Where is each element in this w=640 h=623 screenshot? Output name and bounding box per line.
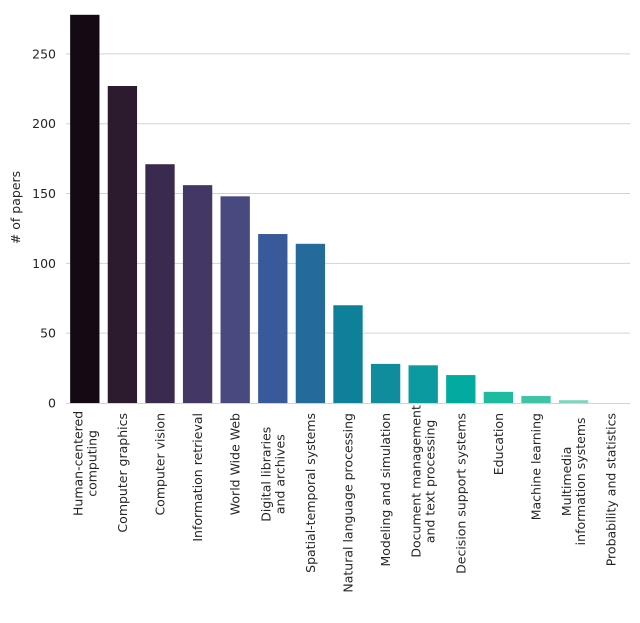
x-tick-label: Natural language processing xyxy=(341,413,356,593)
y-tick-label: 200 xyxy=(32,116,56,131)
bar xyxy=(521,396,551,403)
bar xyxy=(483,391,514,403)
x-tick-label: Information retrieval xyxy=(190,413,205,542)
bar xyxy=(333,305,363,403)
y-axis-label: # of papers xyxy=(8,171,23,244)
bar xyxy=(145,164,175,403)
bar xyxy=(107,86,138,403)
bar xyxy=(182,185,213,403)
x-tick-label: Human-centeredcomputing xyxy=(70,411,99,516)
bar xyxy=(258,234,288,403)
y-tick-label: 0 xyxy=(48,396,56,411)
x-tick-labels: Human-centeredcomputing Computer graphics… xyxy=(70,405,618,593)
bar xyxy=(220,196,250,403)
x-tick-label: Modeling and simulation xyxy=(378,413,393,567)
x-tick-label: Decision support systems xyxy=(453,413,468,574)
x-tick-label: Computer graphics xyxy=(115,413,130,533)
x-tick-label: Document managementand text processing xyxy=(409,405,438,558)
x-tick-label: Probability and statistics xyxy=(604,413,619,566)
bar xyxy=(446,375,476,403)
x-tick-label: Multimediainformation systems xyxy=(559,417,588,545)
y-tick-label: 100 xyxy=(32,256,56,271)
bar xyxy=(370,363,401,403)
x-tick-label: World Wide Web xyxy=(228,413,243,515)
bars xyxy=(70,14,589,404)
bar xyxy=(295,243,326,403)
y-tick-label: 50 xyxy=(40,326,56,341)
x-tick-label: Digital librariesand archives xyxy=(258,427,287,522)
y-tick-label: 250 xyxy=(32,46,56,61)
y-tick-label: 150 xyxy=(32,186,56,201)
bar xyxy=(70,14,100,404)
x-tick-label: Computer vision xyxy=(153,413,168,516)
x-tick-label: Machine learning xyxy=(529,413,544,520)
bar xyxy=(408,365,438,403)
x-tick-label: Education xyxy=(491,413,506,475)
bar xyxy=(558,400,589,403)
y-tick-labels: 0 50 100 150 200 250 xyxy=(32,46,56,410)
x-tick-label: Spatial-temporal systems xyxy=(303,413,318,573)
